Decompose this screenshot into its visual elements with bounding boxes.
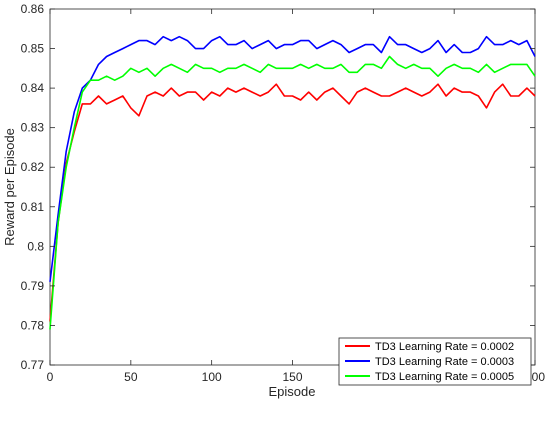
x-tick-label: 150 bbox=[282, 370, 302, 384]
x-axis-label: Episode bbox=[269, 384, 316, 399]
plot-area bbox=[49, 8, 536, 366]
legend: TD3 Learning Rate = 0.0002 TD3 Learning … bbox=[338, 337, 532, 386]
series-layer bbox=[49, 35, 536, 330]
x-tick-label: 100 bbox=[202, 370, 222, 384]
legend-box bbox=[338, 337, 532, 386]
y-tick-label: 0.86 bbox=[21, 2, 45, 16]
x-tick-label: 0 bbox=[47, 370, 54, 384]
y-tick-label: 0.84 bbox=[21, 81, 45, 95]
y-tick-label: 0.78 bbox=[21, 318, 45, 332]
y-tick-label: 0.81 bbox=[21, 200, 45, 214]
y-tick-label: 0.77 bbox=[21, 358, 45, 372]
legend-label-0: TD3 Learning Rate = 0.0002 bbox=[375, 341, 514, 353]
series-line-1 bbox=[49, 35, 536, 282]
series-line-0 bbox=[49, 83, 536, 322]
legend-label-1: TD3 Learning Rate = 0.0003 bbox=[375, 356, 514, 368]
legend-label-2: TD3 Learning Rate = 0.0005 bbox=[375, 371, 514, 383]
y-tick-label: 0.8 bbox=[27, 239, 44, 253]
y-tick-label: 0.82 bbox=[21, 160, 45, 174]
y-axis-label: Reward per Episode bbox=[2, 128, 17, 246]
y-tick-label: 0.85 bbox=[21, 42, 45, 56]
x-tick-label: 50 bbox=[124, 370, 138, 384]
series-line-2 bbox=[49, 55, 536, 330]
y-tick-label: 0.79 bbox=[21, 279, 45, 293]
y-tick-label: 0.83 bbox=[21, 121, 45, 135]
